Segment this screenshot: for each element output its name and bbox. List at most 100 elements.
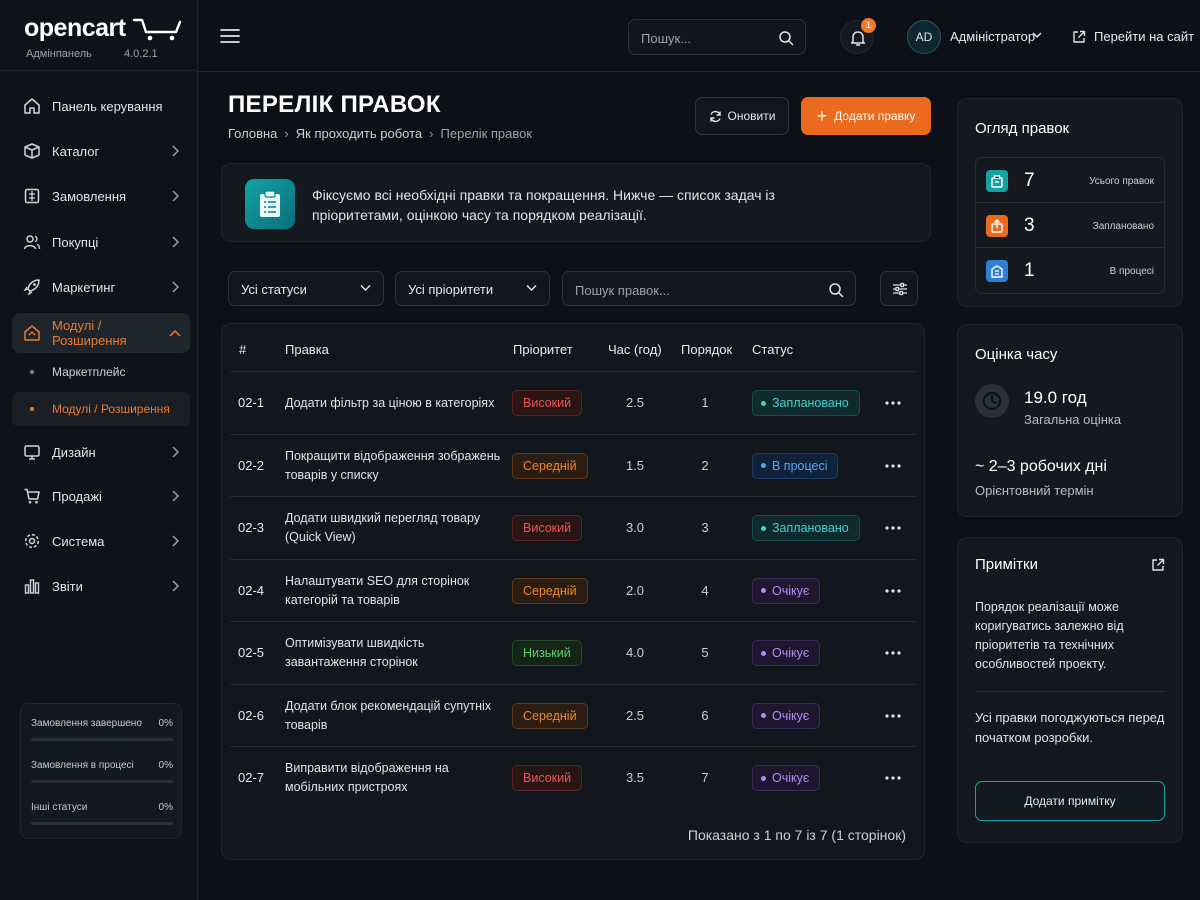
stat-progress-bar: [31, 780, 173, 783]
bar-chart-icon: [22, 576, 42, 596]
row-order: 1: [701, 395, 709, 410]
row-order: 6: [701, 707, 709, 723]
sidebar-item-dashboard[interactable]: Панель керування: [12, 86, 190, 126]
filter-settings-button[interactable]: [880, 271, 918, 306]
sidebar-item-label: Маркетинг: [52, 279, 116, 295]
row-title: Налаштувати SEO для сторінок категорій т…: [285, 573, 470, 607]
breadcrumb: Головна › Як проходить робота › Перелік …: [228, 126, 532, 141]
more-actions-icon[interactable]: [882, 518, 904, 538]
topbar: 1 AD Адміністратор Перейти на сайт: [198, 0, 1200, 72]
more-actions-icon[interactable]: [882, 393, 904, 413]
estimate-total-label: Загальна оцінка: [1024, 412, 1122, 427]
sliders-icon: [893, 282, 907, 296]
avatar[interactable]: AD: [907, 20, 941, 54]
row-title: Покращити відображення зображень товарів…: [285, 448, 501, 482]
priority-badge: Середній: [512, 577, 588, 604]
external-link-icon[interactable]: [1151, 558, 1165, 572]
status-filter-select[interactable]: Усі статуси: [228, 271, 384, 306]
overview-value: 1: [1024, 260, 1035, 281]
bullet-icon: [30, 407, 34, 411]
sidebar-item-system[interactable]: Система: [12, 521, 190, 561]
refresh-label: Оновити: [727, 109, 776, 123]
sidebar-item-reports[interactable]: Звіти: [12, 566, 190, 606]
priority-badge: Високий: [512, 390, 583, 416]
more-actions-icon[interactable]: [882, 706, 904, 726]
sidebar-item-customers[interactable]: Покупці: [12, 222, 190, 262]
plus-icon: +: [816, 106, 828, 126]
table-row[interactable]: 02-4 Налаштувати SEO для сторінок категор…: [230, 558, 916, 621]
chevron-right-icon: [168, 579, 182, 593]
table-row[interactable]: 02-5 Оптимізувати швидкість завантаження …: [230, 621, 916, 683]
column-header-hours: Час (год): [608, 342, 662, 357]
notifications-button[interactable]: 1: [840, 18, 876, 54]
estimate-title: Оцінка часу: [975, 346, 1058, 363]
brand-logo[interactable]: opencart Адмінпанель 4.0.2.1: [24, 14, 184, 64]
status-dot-icon: [761, 588, 766, 593]
puzzle-icon: [22, 323, 42, 343]
table-row[interactable]: 02-6 Додати блок рекомендацій супутніх то…: [230, 683, 916, 746]
monitor-icon: [22, 442, 42, 462]
hamburger-menu-icon[interactable]: [220, 27, 240, 45]
sidebar-item-marketing[interactable]: Маркетинг: [12, 267, 190, 307]
row-hours: 2.5: [625, 707, 645, 723]
more-actions-icon[interactable]: [882, 768, 904, 788]
table-row[interactable]: 02-2 Покращити відображення зображень тов…: [230, 433, 916, 496]
sidebar-item-label: Модулі / Розширення: [52, 318, 127, 348]
goto-site-link[interactable]: Перейти на сайт: [1072, 29, 1194, 44]
table-row[interactable]: 02-7 Виправити відображення на мобільних …: [230, 746, 916, 808]
estimate-term: ~ 2–3 робочих дні: [975, 458, 1107, 475]
status-label: Заплановано: [772, 396, 849, 410]
sidebar-item-label: Панель керування: [52, 98, 163, 114]
sidebar-item-label: Звіти: [52, 578, 83, 594]
info-text: Фіксуємо всі необхідні правки та покраще…: [312, 187, 775, 223]
revisions-table: # Правка Пріоритет Час (год) Порядок Ста…: [221, 323, 925, 860]
status-dot-icon: [761, 525, 766, 531]
revision-search-input[interactable]: [575, 281, 815, 299]
column-header-status: Статус: [752, 342, 794, 357]
table-row[interactable]: 02-3 Додати швидкий перегляд товару (Quic…: [230, 496, 916, 558]
sidebar-subitem-label: Маркетплейс: [52, 365, 126, 379]
cart-logo-icon: [132, 18, 182, 41]
chevron-down-icon[interactable]: [1032, 32, 1042, 39]
row-title: Виправити відображення на мобільних прис…: [285, 761, 449, 794]
pagination-summary: Показано з 1 по 7 із 7 (1 сторінок): [687, 827, 906, 843]
overview-panel: Огляд правок 7 Усього правок 3 Запланова…: [957, 98, 1183, 307]
package-icon: [986, 215, 1008, 237]
breadcrumb-process[interactable]: Як проходить робота: [295, 126, 423, 141]
admin-menu[interactable]: Адміністратор: [950, 29, 1036, 44]
revision-search-box: [562, 271, 856, 306]
row-title: Додати швидкий перегляд товару (Quick Vi…: [285, 511, 481, 544]
more-actions-icon[interactable]: [882, 456, 904, 476]
add-revision-button[interactable]: + Додати правку: [801, 97, 931, 135]
top-search-input[interactable]: [641, 29, 771, 47]
order-icon: [22, 186, 42, 206]
add-note-button[interactable]: Додати примітку: [975, 781, 1165, 821]
sidebar-subitem-marketplace[interactable]: Маркетплейс: [12, 355, 190, 389]
more-actions-icon[interactable]: [882, 643, 904, 663]
stat-completed: Замовлення завершено 0%: [31, 718, 173, 748]
sidebar-item-label: Система: [52, 533, 105, 549]
search-icon[interactable]: [778, 30, 794, 46]
external-link-icon: [1073, 30, 1086, 43]
search-icon[interactable]: [828, 282, 844, 298]
page-title: ПЕРЕЛІК ПРАВОК: [228, 91, 441, 118]
sidebar-item-label: Замовлення: [52, 188, 127, 204]
status-label: Очікує: [772, 646, 810, 660]
sidebar-item-orders[interactable]: Замовлення: [12, 176, 190, 216]
table-row[interactable]: 02-1 Додати фільтр за ціною в категоріях В…: [230, 371, 916, 433]
refresh-button[interactable]: Оновити: [695, 97, 789, 135]
priority-filter-select[interactable]: Усі пріоритети: [395, 271, 550, 306]
row-hours: 2.0: [625, 582, 645, 598]
notes-panel: Примітки Порядок реалізації може коригув…: [957, 537, 1183, 843]
status-badge: Заплановано: [752, 515, 860, 541]
sidebar-item-sales[interactable]: Продажі: [12, 476, 190, 516]
sidebar-subitem-extensions[interactable]: Модулі / Розширення: [12, 392, 190, 426]
sidebar-item-extensions[interactable]: Модулі / Розширення: [12, 313, 190, 353]
breadcrumb-home[interactable]: Головна: [228, 126, 278, 141]
overview-label: Усього правок: [1089, 176, 1154, 187]
more-actions-icon[interactable]: [882, 581, 904, 601]
sidebar-item-catalog[interactable]: Каталог: [12, 131, 190, 171]
chevron-right-icon: [168, 235, 182, 249]
sidebar-item-design[interactable]: Дизайн: [12, 432, 190, 472]
row-order: 4: [701, 582, 709, 598]
